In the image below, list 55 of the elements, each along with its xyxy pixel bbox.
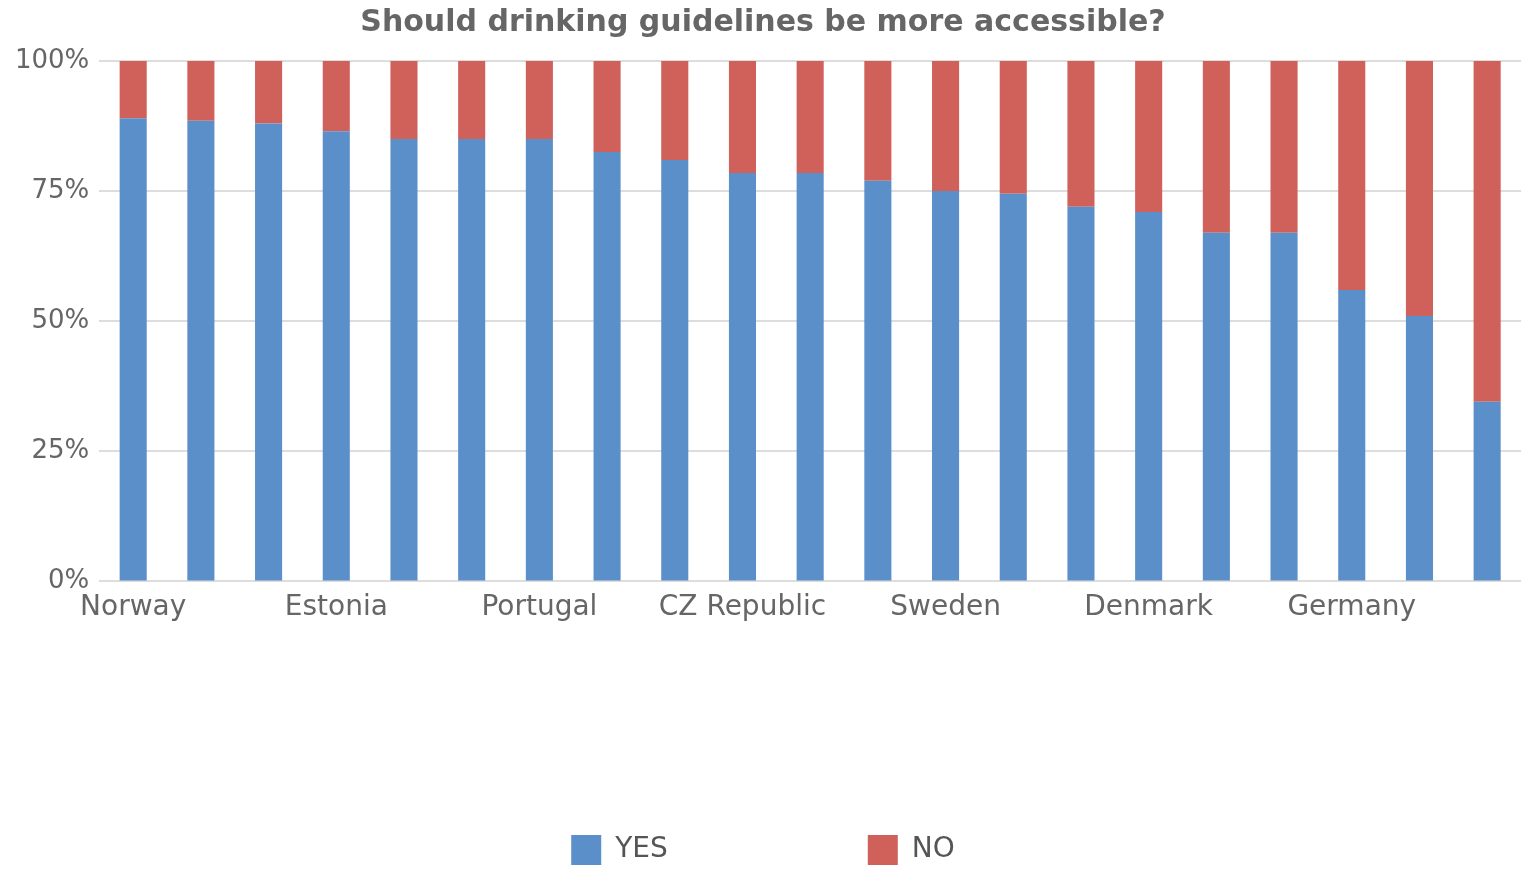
bar bbox=[458, 139, 486, 581]
y-tick-label: 100% bbox=[14, 43, 90, 74]
bar bbox=[593, 61, 621, 153]
bar bbox=[593, 152, 621, 581]
x-tick-label: Portugal bbox=[481, 589, 598, 623]
bar bbox=[525, 139, 553, 581]
bar bbox=[661, 61, 689, 160]
bar bbox=[390, 139, 418, 581]
bar bbox=[322, 131, 350, 581]
x-tick-label: Estonia bbox=[284, 589, 388, 623]
bar bbox=[1405, 316, 1433, 581]
bar bbox=[796, 61, 824, 173]
bar bbox=[796, 172, 824, 581]
bar bbox=[932, 191, 960, 581]
bar bbox=[390, 61, 418, 140]
bar bbox=[728, 172, 757, 581]
bar bbox=[458, 61, 486, 140]
x-tick-label: CZ Republic bbox=[658, 589, 827, 623]
bar bbox=[187, 120, 215, 581]
bar bbox=[119, 118, 147, 581]
bar bbox=[1135, 61, 1163, 212]
bar bbox=[1067, 61, 1095, 207]
chart-title: Should drinking guidelines be more accessible? bbox=[360, 2, 1166, 38]
bar bbox=[864, 180, 892, 581]
legend-label: NO bbox=[911, 831, 955, 865]
bar bbox=[999, 193, 1027, 581]
bar bbox=[1473, 61, 1501, 402]
bar bbox=[525, 61, 553, 140]
bar bbox=[1202, 232, 1230, 581]
bar bbox=[1473, 401, 1501, 581]
y-tick-label: 25% bbox=[31, 434, 90, 465]
bar bbox=[187, 61, 215, 121]
bar bbox=[1135, 211, 1163, 581]
bar bbox=[1405, 61, 1433, 316]
legend-label: YES bbox=[614, 831, 668, 865]
bar bbox=[864, 61, 892, 181]
x-tick-label: Denmark bbox=[1084, 589, 1214, 623]
bar bbox=[932, 61, 960, 192]
bar bbox=[322, 61, 350, 132]
bar bbox=[119, 61, 147, 119]
bar bbox=[1270, 61, 1298, 233]
bar bbox=[1270, 232, 1298, 581]
y-tick-label: 50% bbox=[31, 303, 90, 334]
bar bbox=[1067, 206, 1095, 581]
bar bbox=[728, 61, 757, 173]
bar bbox=[1338, 289, 1366, 581]
bar bbox=[255, 123, 283, 581]
bar bbox=[999, 61, 1027, 194]
bar bbox=[1338, 61, 1366, 290]
x-tick-label: Sweden bbox=[890, 589, 1001, 623]
bar bbox=[661, 159, 689, 581]
bar bbox=[1202, 61, 1230, 233]
x-tick-label: Germany bbox=[1287, 589, 1417, 623]
bar bbox=[255, 61, 283, 124]
y-tick-label: 75% bbox=[31, 173, 90, 204]
